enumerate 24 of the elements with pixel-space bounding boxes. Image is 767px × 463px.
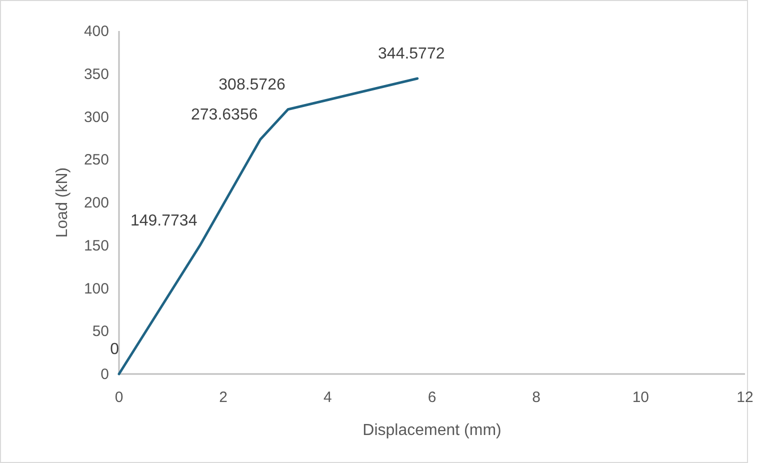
x-tick-label: 0 — [114, 389, 124, 406]
data-label: 273.6356 — [191, 106, 258, 124]
y-tick-label: 50 — [92, 323, 109, 340]
y-tick-label: 0 — [100, 366, 109, 383]
y-tick-label: 300 — [84, 108, 109, 126]
data-label: 308.5726 — [218, 76, 286, 94]
x-axis-title: Displacement (mm) — [362, 422, 502, 439]
x-tick-label: 6 — [428, 389, 436, 406]
y-tick-label: 400 — [84, 23, 109, 40]
y-tick-label: 250 — [84, 152, 109, 169]
y-tick-label: 150 — [84, 237, 109, 254]
y-axis-title: Load (kN) — [54, 167, 71, 238]
x-tick-label: 8 — [532, 389, 541, 406]
x-tick-label: 10 — [632, 389, 650, 406]
y-tick-label: 200 — [84, 194, 109, 212]
data-label: 344.5772 — [378, 46, 445, 63]
x-tick-label: 4 — [323, 389, 332, 406]
y-tick-label: 350 — [84, 66, 109, 83]
line-series — [118, 77, 419, 376]
x-tick-label: 12 — [736, 389, 754, 406]
x-tick-label: 2 — [219, 389, 228, 406]
data-label: 149.7734 — [130, 212, 198, 230]
y-tick-label: 100 — [84, 280, 109, 298]
data-label: 0 — [110, 341, 120, 358]
